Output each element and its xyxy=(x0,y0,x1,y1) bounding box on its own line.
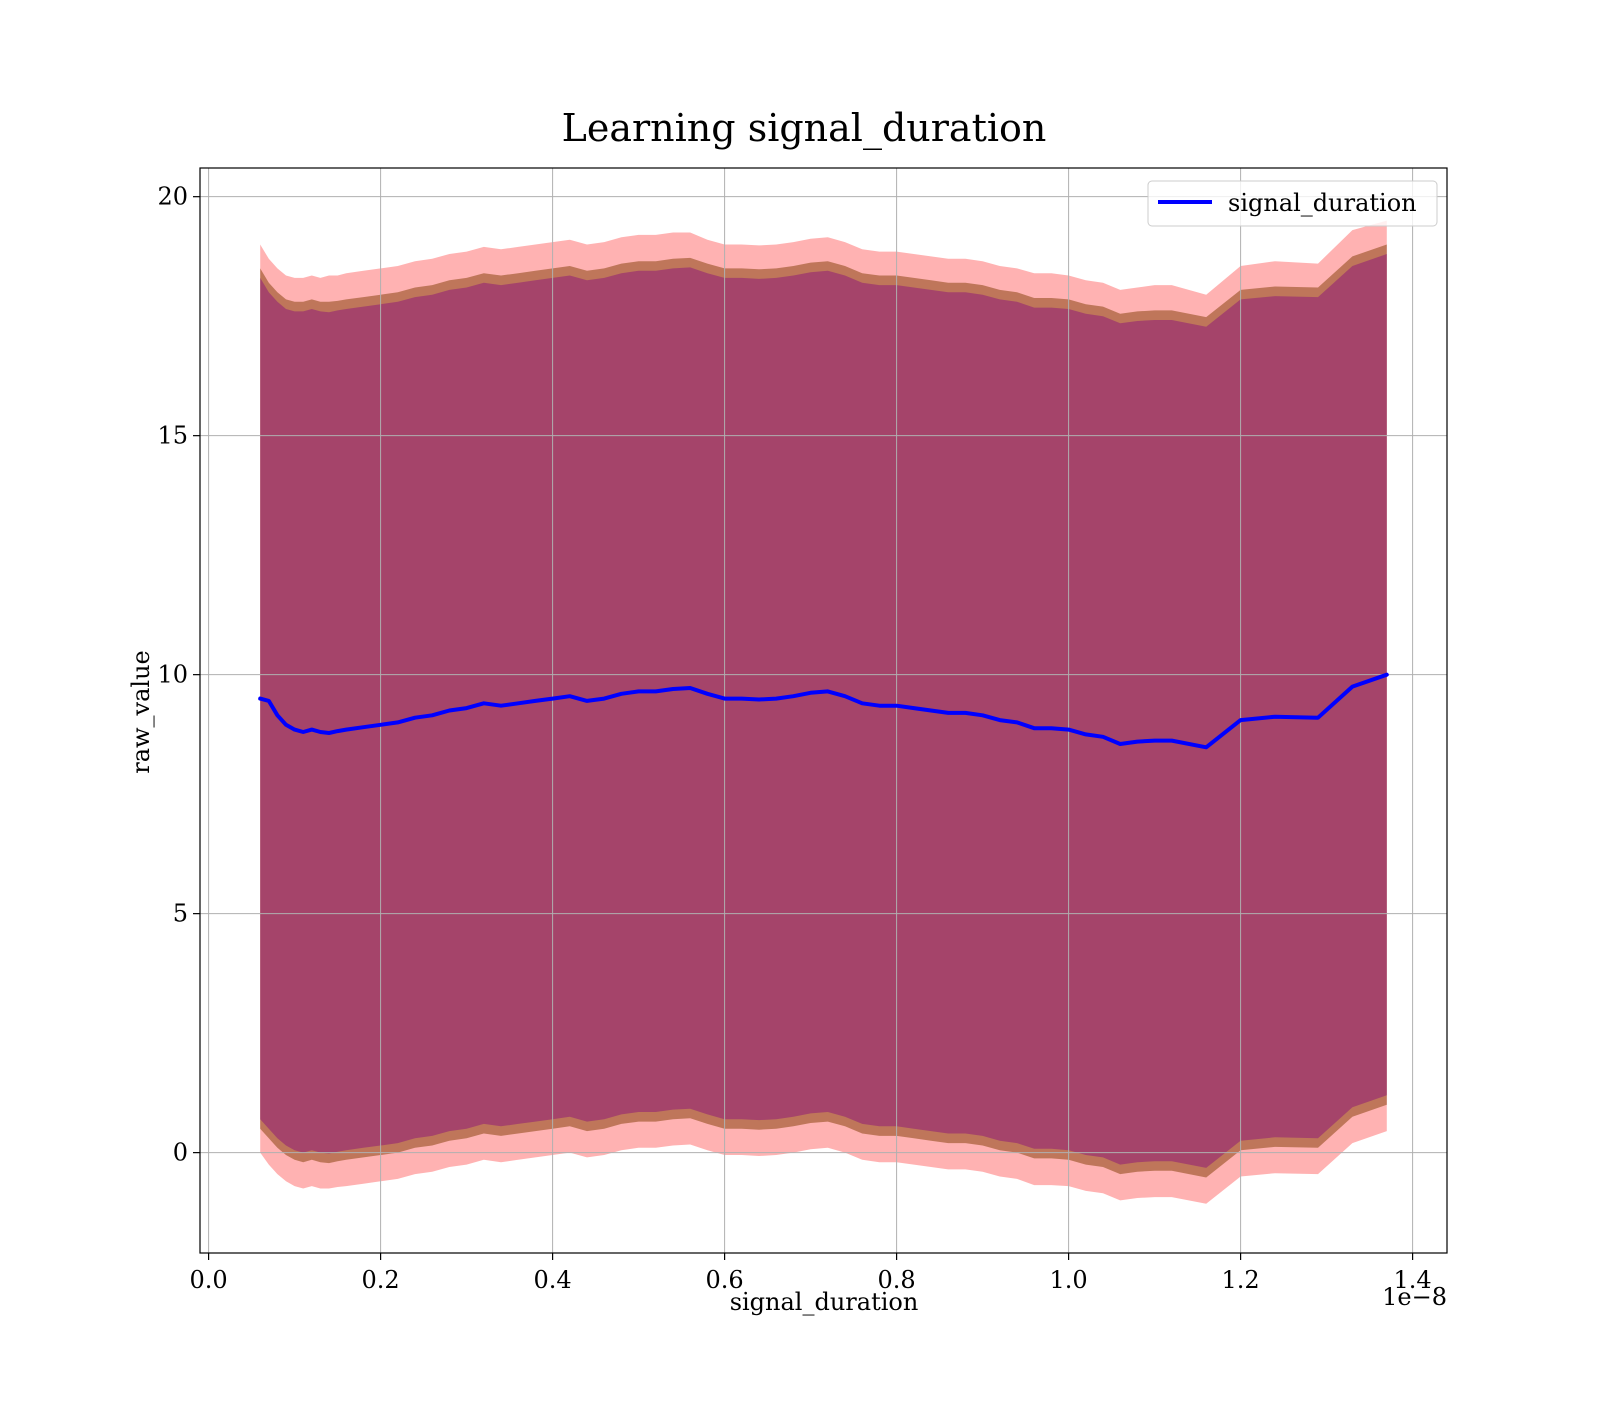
x-axis-scale-label: 1e−8 xyxy=(1382,1283,1447,1311)
y-tick-label: 20 xyxy=(157,183,188,211)
y-tick-label: 10 xyxy=(157,661,188,689)
confidence-bands xyxy=(260,220,1387,1204)
x-tick-label: 0.6 xyxy=(706,1266,744,1294)
x-tick-label: 0.4 xyxy=(534,1266,572,1294)
y-axis-label: raw_value xyxy=(127,650,155,774)
y-tick-label: 5 xyxy=(173,900,188,928)
series-line-signal-duration xyxy=(258,672,1389,750)
x-tick-label: 1.2 xyxy=(1222,1266,1260,1294)
y-tick-label: 15 xyxy=(157,422,188,450)
axis-ticks: 0.0 0.2 0.4 0.6 0.8 1.0 1.2 1.4 0 5 10 15 20 xyxy=(157,183,1431,1294)
x-tick-label: 0.8 xyxy=(878,1266,916,1294)
x-axis-label: signal_duration xyxy=(730,1288,919,1316)
legend-label-signal-duration: signal_duration xyxy=(1228,189,1417,217)
plot-frame xyxy=(199,167,1448,1254)
x-tick-label: 1.4 xyxy=(1394,1266,1432,1294)
legend: signal_duration xyxy=(1147,180,1438,227)
x-tick-label: 1.0 xyxy=(1050,1266,1088,1294)
confidence-band-3 xyxy=(260,254,1387,1168)
y-tick-label: 0 xyxy=(173,1139,188,1167)
chart-title: Learning signal_duration xyxy=(562,106,1047,151)
legend-box xyxy=(1147,180,1438,227)
grid-lines xyxy=(200,168,1447,1253)
series-lines xyxy=(258,672,1389,750)
confidence-band-2 xyxy=(260,244,1387,1178)
x-tick-label: 0.0 xyxy=(190,1266,228,1294)
x-tick-label: 0.2 xyxy=(362,1266,400,1294)
